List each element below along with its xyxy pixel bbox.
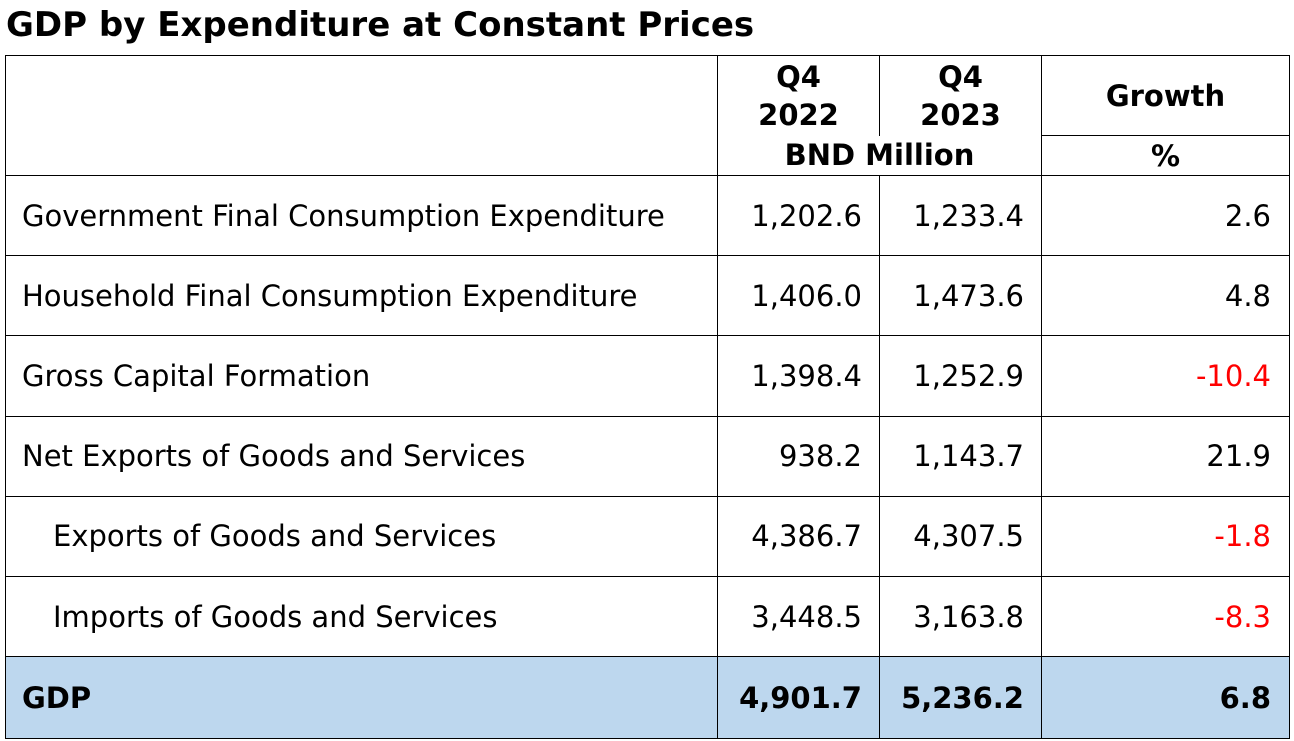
gdp-table: Q4 2022 Q4 2023 Growth BND Million % Gov… [5, 55, 1290, 740]
row-q4-2023-value: 1,252.9 [879, 335, 1042, 417]
header-unit-values: BND Million [717, 135, 1042, 176]
row-label: Household Final Consumption Expenditure [5, 255, 718, 337]
table-row: Exports of Goods and Services 4,386.7 4,30… [5, 495, 1290, 577]
row-q4-2022-value: 4,386.7 [717, 495, 880, 577]
header-q4-2023-line2: 2023 [920, 97, 1001, 132]
total-q4-2023: 5,236.2 [879, 656, 1042, 740]
page-title: GDP by Expenditure at Constant Prices [6, 5, 755, 45]
total-growth: 6.8 [1041, 656, 1290, 740]
table-row: Government Final Consumption Expenditure… [5, 174, 1290, 257]
row-label: Gross Capital Formation [5, 335, 718, 417]
table-row: Gross Capital Formation 1,398.4 1,252.9 -10… [5, 335, 1290, 417]
table-row: Net Exports of Goods and Services 938.2 1,… [5, 415, 1290, 497]
header-q4-2023: Q4 2023 [879, 55, 1042, 136]
row-q4-2022-value: 3,448.5 [717, 575, 880, 658]
total-q4-2022: 4,901.7 [717, 656, 880, 740]
header-unit-growth: % [1041, 135, 1290, 176]
row-label: Exports of Goods and Services [5, 495, 718, 577]
row-q4-2023-value: 1,473.6 [879, 255, 1042, 337]
row-q4-2022-value: 1,202.6 [717, 174, 880, 257]
row-growth-value: 2.6 [1041, 174, 1290, 257]
row-q4-2023-value: 4,307.5 [879, 495, 1042, 577]
table-body: Government Final Consumption Expenditure… [5, 174, 1290, 658]
total-label: GDP [5, 656, 718, 740]
table-row: Imports of Goods and Services 3,448.5 3,16… [5, 575, 1290, 658]
header-q4-2023-line1: Q4 [938, 59, 983, 94]
row-q4-2023-value: 3,163.8 [879, 575, 1042, 658]
row-q4-2023-value: 1,143.7 [879, 415, 1042, 497]
row-growth-value: 21.9 [1041, 415, 1290, 497]
row-growth-value: -8.3 [1041, 575, 1290, 658]
row-label: Government Final Consumption Expenditure [5, 174, 718, 257]
header-row-units: BND Million % [6, 135, 1290, 176]
row-q4-2023-value: 1,233.4 [879, 174, 1042, 257]
row-growth-value: 4.8 [1041, 255, 1290, 337]
row-growth-value: -10.4 [1041, 335, 1290, 417]
header-empty-cell [5, 55, 718, 176]
header-growth: Growth [1041, 55, 1290, 136]
table-row: Household Final Consumption Expenditure 1… [5, 255, 1290, 337]
row-label: Imports of Goods and Services [5, 575, 718, 658]
row-q4-2022-value: 938.2 [717, 415, 880, 497]
header-q4-2022-line2: 2022 [758, 97, 839, 132]
row-q4-2022-value: 1,406.0 [717, 255, 880, 337]
row-q4-2022-value: 1,398.4 [717, 335, 880, 417]
header-q4-2022: Q4 2022 [717, 55, 880, 136]
total-row: GDP 4,901.7 5,236.2 6.8 [5, 656, 1290, 740]
row-growth-value: -1.8 [1041, 495, 1290, 577]
header-q4-2022-line1: Q4 [776, 59, 821, 94]
row-label: Net Exports of Goods and Services [5, 415, 718, 497]
header-row-periods: Q4 2022 Q4 2023 Growth [5, 55, 1290, 176]
